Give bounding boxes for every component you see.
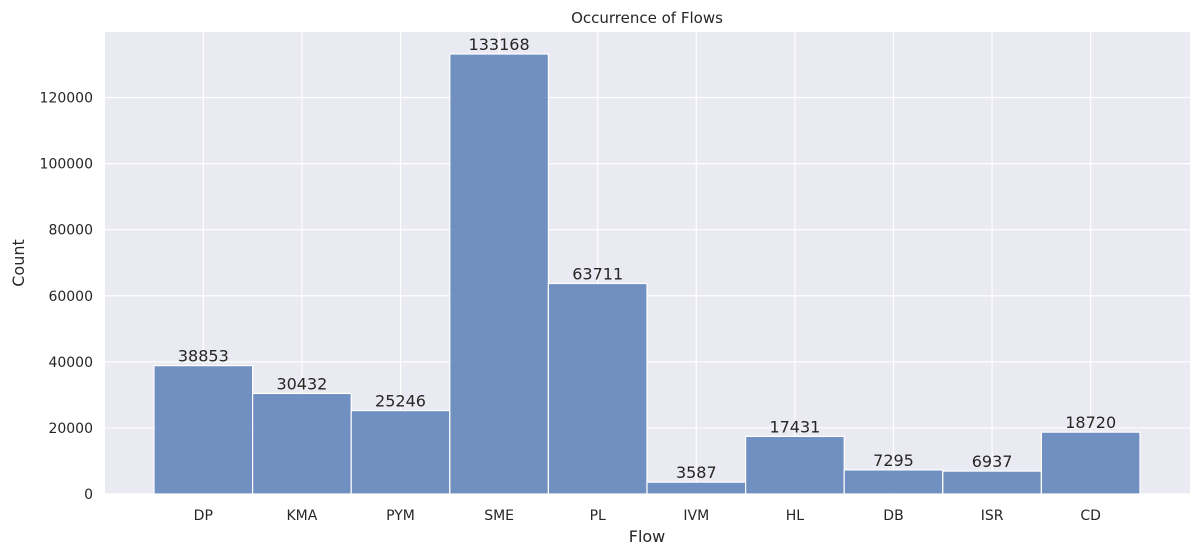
bar-value-label: 25246 <box>375 392 426 411</box>
bar-isr <box>942 470 1042 495</box>
x-tick-label: HL <box>786 508 805 524</box>
bar-pym <box>350 409 451 495</box>
bar-value-label: 133168 <box>469 35 530 54</box>
y-tick-label: 80000 <box>48 223 93 239</box>
bar-kma <box>252 392 352 495</box>
bar-hl <box>744 435 845 495</box>
x-tick-label: ISR <box>981 508 1004 524</box>
bar-value-label: 7295 <box>873 451 914 470</box>
x-tick-label: KMA <box>286 508 317 524</box>
x-tick-label: SME <box>484 508 514 524</box>
chart-title: Occurrence of Flows <box>571 9 723 27</box>
bar-sme <box>449 53 549 495</box>
y-tick-label: 60000 <box>48 289 93 305</box>
bar-ivm <box>646 481 747 495</box>
y-axis-label: Count <box>9 239 28 287</box>
bar-value-labels: 38853 30432 25246 133168 63711 3587 17431 7295 6… <box>178 35 1116 482</box>
bar-cd <box>1040 431 1141 495</box>
bar-value-label: 38853 <box>178 347 229 366</box>
x-tick-label: DB <box>883 508 903 524</box>
x-tick-labels: DP KMA PYM SME PL IVM HL DB ISR CD <box>194 508 1101 524</box>
x-tick-label: CD <box>1080 508 1101 524</box>
bar-value-label: 30432 <box>276 374 327 393</box>
bars <box>153 53 1141 495</box>
x-tick-label: PL <box>590 508 606 524</box>
x-tick-label: PYM <box>386 508 415 524</box>
y-tick-label: 40000 <box>48 355 93 371</box>
bar-db <box>843 469 944 495</box>
y-tick-label: 100000 <box>40 157 93 173</box>
y-tick-labels: 0 20000 40000 60000 80000 100000 120000 <box>40 91 93 503</box>
bar-value-label: 18720 <box>1065 413 1116 432</box>
y-tick-label: 20000 <box>48 421 93 437</box>
x-tick-label: DP <box>194 508 213 524</box>
bar-value-label: 17431 <box>769 417 820 436</box>
bar-value-label: 6937 <box>972 452 1013 471</box>
y-tick-label: 0 <box>84 487 93 503</box>
bar-value-label: 3587 <box>676 463 717 482</box>
x-axis-label: Flow <box>629 527 666 546</box>
bar-dp <box>153 365 254 495</box>
x-tick-label: IVM <box>683 508 709 524</box>
bar-value-label: 63711 <box>572 264 623 283</box>
bar-pl <box>547 282 648 495</box>
y-tick-label: 120000 <box>40 91 93 107</box>
